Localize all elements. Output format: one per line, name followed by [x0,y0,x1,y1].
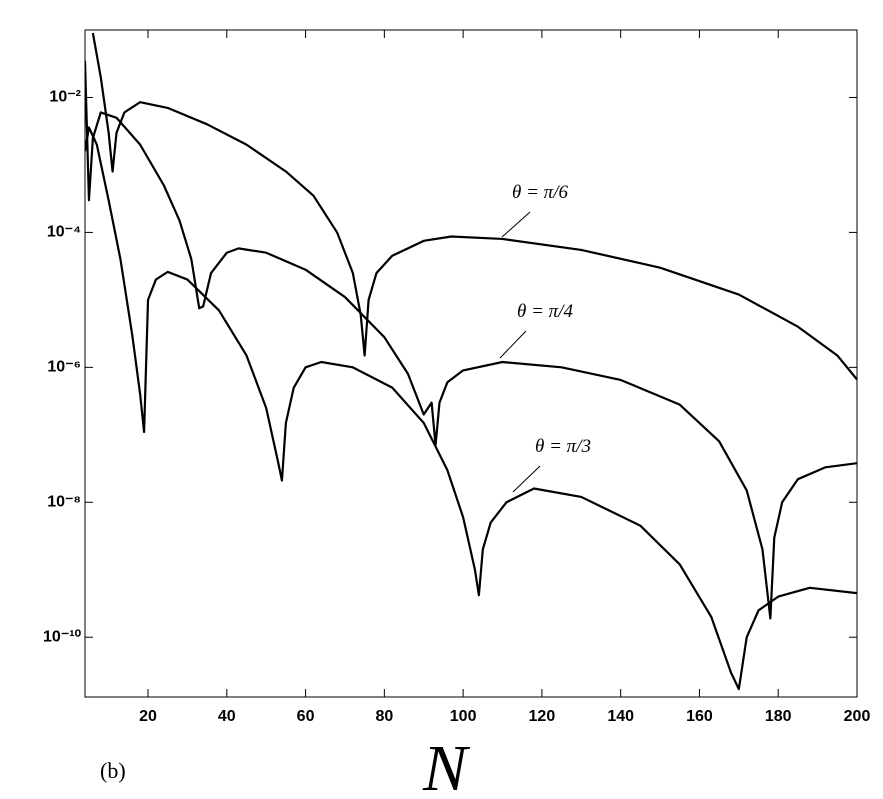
series-annotation: θ = π/3 [535,436,591,457]
annotation-leader [501,211,531,238]
x-tick-label: 20 [139,708,157,725]
x-axis-label: N [422,732,471,799]
x-tick-label: 60 [297,708,315,725]
plot-frame [84,29,858,698]
y-tick-label: 10⁻⁶ [47,359,81,376]
x-tick-label: 80 [375,708,393,725]
x-tick-label: 200 [844,708,871,725]
x-tick-label: 40 [218,708,236,725]
series-annotation: θ = π/4 [517,301,573,322]
series-line [91,32,857,381]
x-tick-label: 160 [686,708,713,725]
series-annotation: θ = π/6 [512,182,568,203]
x-tick-label: 140 [607,708,634,725]
x-tick-label: 100 [450,708,477,725]
series-line [85,60,857,620]
x-tick-label: 120 [529,708,556,725]
x-tick-label: 180 [765,708,792,725]
panel-label: (b) [100,758,126,783]
y-tick-label: 10⁻⁴ [47,224,81,241]
y-tick-label: 10⁻² [49,89,81,106]
y-tick-label: 10⁻¹⁰ [43,628,82,645]
annotation-leader [499,330,527,359]
y-tick-label: 10⁻⁸ [47,494,81,511]
annotation-leader [512,465,541,493]
series-line [85,126,857,691]
